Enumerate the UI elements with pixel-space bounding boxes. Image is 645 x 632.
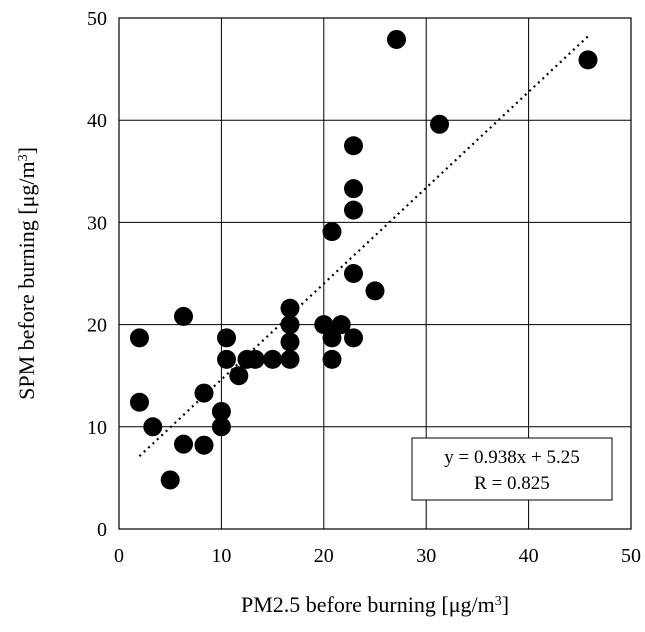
x-tick-label: 20 xyxy=(314,545,334,567)
y-axis-label: SPM before burning [μg/m3] xyxy=(14,147,39,400)
data-point xyxy=(217,328,237,348)
y-tick-label: 40 xyxy=(87,110,107,132)
y-tick-label: 10 xyxy=(87,417,107,439)
data-point xyxy=(343,200,363,220)
plot-frame xyxy=(118,17,632,530)
data-point xyxy=(578,50,598,70)
x-tick-label: 0 xyxy=(114,545,124,567)
data-point xyxy=(322,328,342,348)
x-tick-labels: 0 10 20 30 40 50 xyxy=(114,545,641,567)
data-point xyxy=(343,328,363,348)
data-point xyxy=(280,332,300,352)
data-point xyxy=(217,349,237,369)
data-point xyxy=(280,298,300,318)
data-point xyxy=(143,417,163,437)
data-point xyxy=(430,114,450,134)
data-point xyxy=(194,435,214,455)
data-point xyxy=(322,222,342,242)
x-tick-label: 10 xyxy=(211,545,231,567)
y-tick-label: 30 xyxy=(87,212,107,234)
x-axis-label-sup: 3 xyxy=(495,594,502,609)
data-point xyxy=(129,392,149,412)
data-point xyxy=(343,136,363,156)
x-axis-label: PM2.5 before burning [μg/m3] xyxy=(241,592,509,617)
x-tick-label: 40 xyxy=(519,545,539,567)
y-tick-label: 20 xyxy=(87,315,107,337)
y-tick-label: 50 xyxy=(87,8,107,30)
data-point xyxy=(343,179,363,199)
data-points xyxy=(129,29,598,490)
x-axis-label-text: PM2.5 before burning [μg/m xyxy=(241,592,495,617)
data-point xyxy=(174,434,194,454)
data-point xyxy=(129,328,149,348)
data-point xyxy=(387,29,407,49)
data-point xyxy=(263,349,283,369)
y-axis-label-tail: ] xyxy=(14,147,39,154)
x-tick-label: 30 xyxy=(416,545,436,567)
data-point xyxy=(365,281,385,301)
data-point xyxy=(194,383,214,403)
y-axis-label-text: SPM before burning [μg/m xyxy=(14,161,39,400)
data-point xyxy=(174,306,194,326)
data-point xyxy=(280,349,300,369)
y-axis-label-sup: 3 xyxy=(16,154,31,161)
annotation-equation: y = 0.938x + 5.25 xyxy=(444,447,579,468)
annotation-r-value: R = 0.825 xyxy=(474,473,550,494)
data-point xyxy=(211,417,231,437)
trendline xyxy=(138,33,591,457)
data-point xyxy=(229,366,249,386)
data-point xyxy=(343,264,363,283)
y-tick-labels: 0 10 20 30 40 50 xyxy=(87,8,107,541)
data-point xyxy=(322,349,342,369)
data-point xyxy=(245,349,265,369)
y-tick-label: 0 xyxy=(97,519,107,541)
data-point xyxy=(211,401,231,421)
data-point xyxy=(160,470,180,490)
regression-annotation: y = 0.938x + 5.25 R = 0.825 xyxy=(411,437,613,501)
x-axis-label-tail: ] xyxy=(502,592,509,617)
data-point xyxy=(331,315,351,335)
annotation-box-frame xyxy=(411,437,613,501)
data-point xyxy=(280,315,300,335)
x-tick-label: 50 xyxy=(621,545,641,567)
